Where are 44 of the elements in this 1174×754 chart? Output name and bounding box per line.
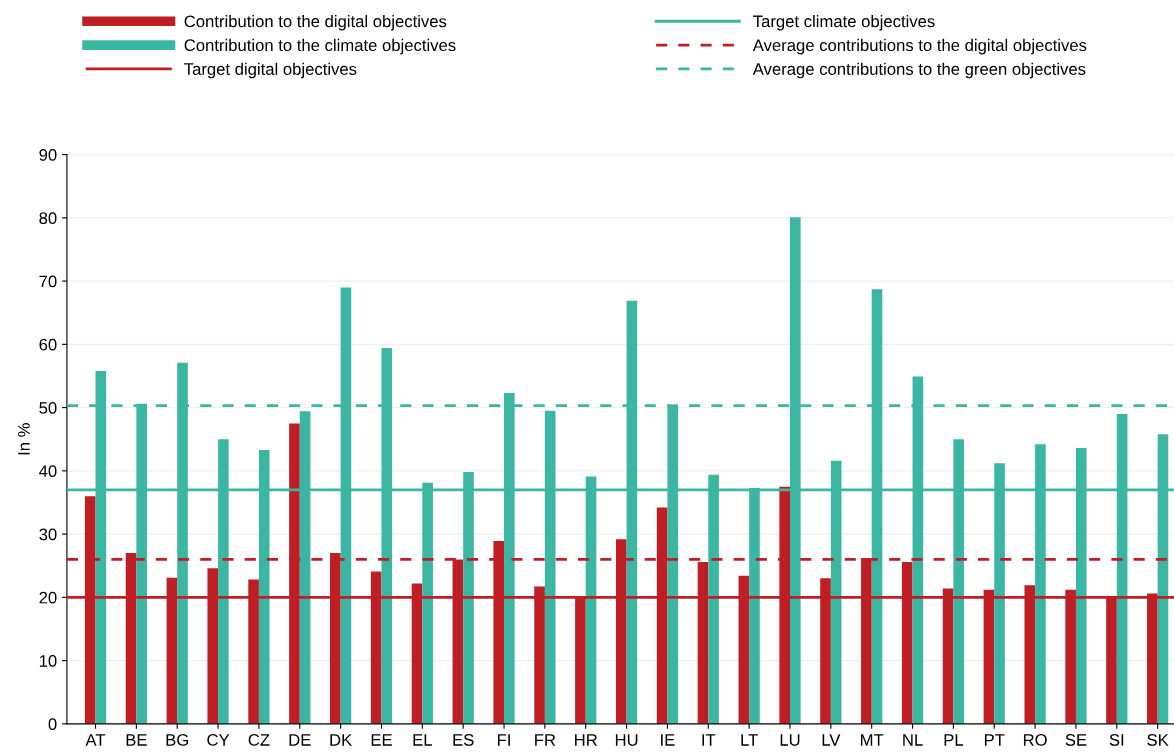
x-tick-label: IT	[702, 734, 716, 746]
x-tick-label: HR	[575, 734, 597, 746]
x-tick-label: CY	[207, 734, 230, 746]
y-tick-label: 50	[39, 401, 57, 414]
x-tick-label: SI	[1109, 734, 1124, 746]
y-tick-label: 30	[39, 528, 57, 541]
x-tick-label: MT	[861, 734, 884, 746]
x-tick-label: ES	[453, 734, 474, 746]
y-tick-label: 80	[39, 212, 57, 225]
x-tick-label: SE	[1065, 734, 1087, 746]
x-tick-label: EE	[371, 734, 392, 746]
x-tick-label: FR	[535, 734, 556, 746]
x-tick-label: HU	[615, 734, 638, 746]
legend-label: Target climate objectives	[753, 15, 935, 31]
y-tick-label: 70	[39, 275, 57, 288]
x-tick-label: LV	[822, 734, 841, 746]
x-tick-label: DK	[330, 734, 353, 746]
x-tick-label: SK	[1147, 734, 1169, 746]
x-tick-label: LU	[780, 734, 800, 746]
x-tick-label: CZ	[248, 734, 270, 746]
y-axis-title: In %	[18, 423, 30, 455]
x-tick-label: RO	[1023, 734, 1047, 746]
y-tick-label: 10	[39, 654, 57, 667]
x-tick-label: BG	[166, 734, 189, 746]
x-tick-label: PL	[944, 734, 964, 746]
legend-label: Target digital objectives	[184, 62, 357, 79]
x-tick-label: EL	[413, 734, 432, 746]
y-tick-label: 40	[39, 465, 57, 478]
y-tick-label: 90	[39, 148, 57, 161]
y-tick-label: 0	[48, 718, 57, 731]
x-tick-label: IE	[661, 734, 675, 746]
legend-label: Contribution to the digital objectives	[184, 15, 447, 31]
legend-label: Average contributions to the green objectives	[752, 62, 1086, 79]
legend-label: Average contributions to the digital objectives	[752, 38, 1087, 55]
legend-label: Contribution to the climate objectives	[184, 38, 456, 55]
x-tick-label: NL	[903, 734, 923, 746]
x-tick-label: FI	[497, 734, 510, 746]
x-tick-label: AT	[85, 734, 106, 746]
y-tick-label: 60	[39, 338, 57, 351]
x-tick-label: PT	[984, 734, 1005, 746]
x-tick-label: DE	[289, 734, 311, 746]
x-tick-label: LT	[741, 734, 758, 746]
x-tick-label: BE	[126, 734, 147, 746]
y-tick-label: 20	[39, 591, 57, 604]
